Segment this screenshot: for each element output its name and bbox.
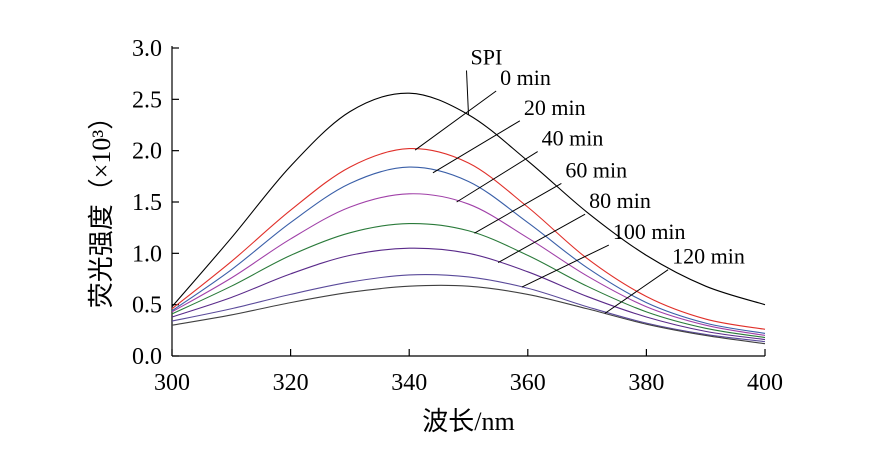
- axis-ticks: 0.0 0.5 1.0 1.5 2.0 2.5 3.0 300 320 340 360 380 400: [132, 36, 783, 396]
- x-tick-label: 300: [154, 370, 190, 396]
- series-line-7: [171, 284, 766, 345]
- series-label: 80 min: [589, 188, 651, 213]
- y-tick-label: 2.0: [132, 139, 162, 165]
- annotation-leader: [474, 182, 562, 234]
- annotation-leader: [466, 70, 469, 115]
- series-lines: [171, 92, 766, 345]
- series-line-3: [171, 193, 766, 337]
- series-label: 0 min: [500, 65, 551, 90]
- x-tick-label: 380: [628, 370, 664, 396]
- x-axis-label: 波长/nm: [422, 407, 514, 436]
- y-axis-label: 荧光强度（×10³）: [87, 104, 116, 308]
- series-label: 20 min: [524, 95, 586, 120]
- x-tick-label: 320: [273, 370, 309, 396]
- series-line-4: [171, 223, 766, 339]
- series-line-6: [171, 273, 766, 343]
- y-tick-label: 0.0: [132, 344, 162, 370]
- annotation-leader: [497, 213, 586, 264]
- x-tick-label: 360: [510, 370, 546, 396]
- series-label: 120 min: [672, 244, 745, 269]
- annotation-leader: [414, 90, 497, 151]
- x-tick-label: 400: [747, 370, 783, 396]
- series-label: 100 min: [613, 219, 686, 244]
- series-label: SPI: [471, 44, 503, 69]
- y-tick-label: 2.5: [132, 87, 162, 113]
- annotation-leaders: [414, 70, 669, 314]
- series-line-0: [171, 92, 766, 308]
- y-tick-label: 0.5: [132, 293, 162, 319]
- series-label: 60 min: [565, 157, 627, 182]
- series-line-2: [171, 166, 766, 334]
- y-tick-label: 1.5: [132, 190, 162, 216]
- y-tick-label: 1.0: [132, 241, 162, 267]
- series-line-1: [171, 148, 766, 330]
- annotation-leader: [604, 269, 669, 314]
- x-tick-label: 340: [391, 370, 427, 396]
- series-line-5: [171, 247, 766, 341]
- annotation-leader: [521, 244, 610, 288]
- series-label: 40 min: [542, 126, 604, 151]
- y-tick-label: 3.0: [132, 36, 162, 62]
- annotation-leader: [456, 151, 538, 203]
- annotation-leader: [432, 120, 521, 174]
